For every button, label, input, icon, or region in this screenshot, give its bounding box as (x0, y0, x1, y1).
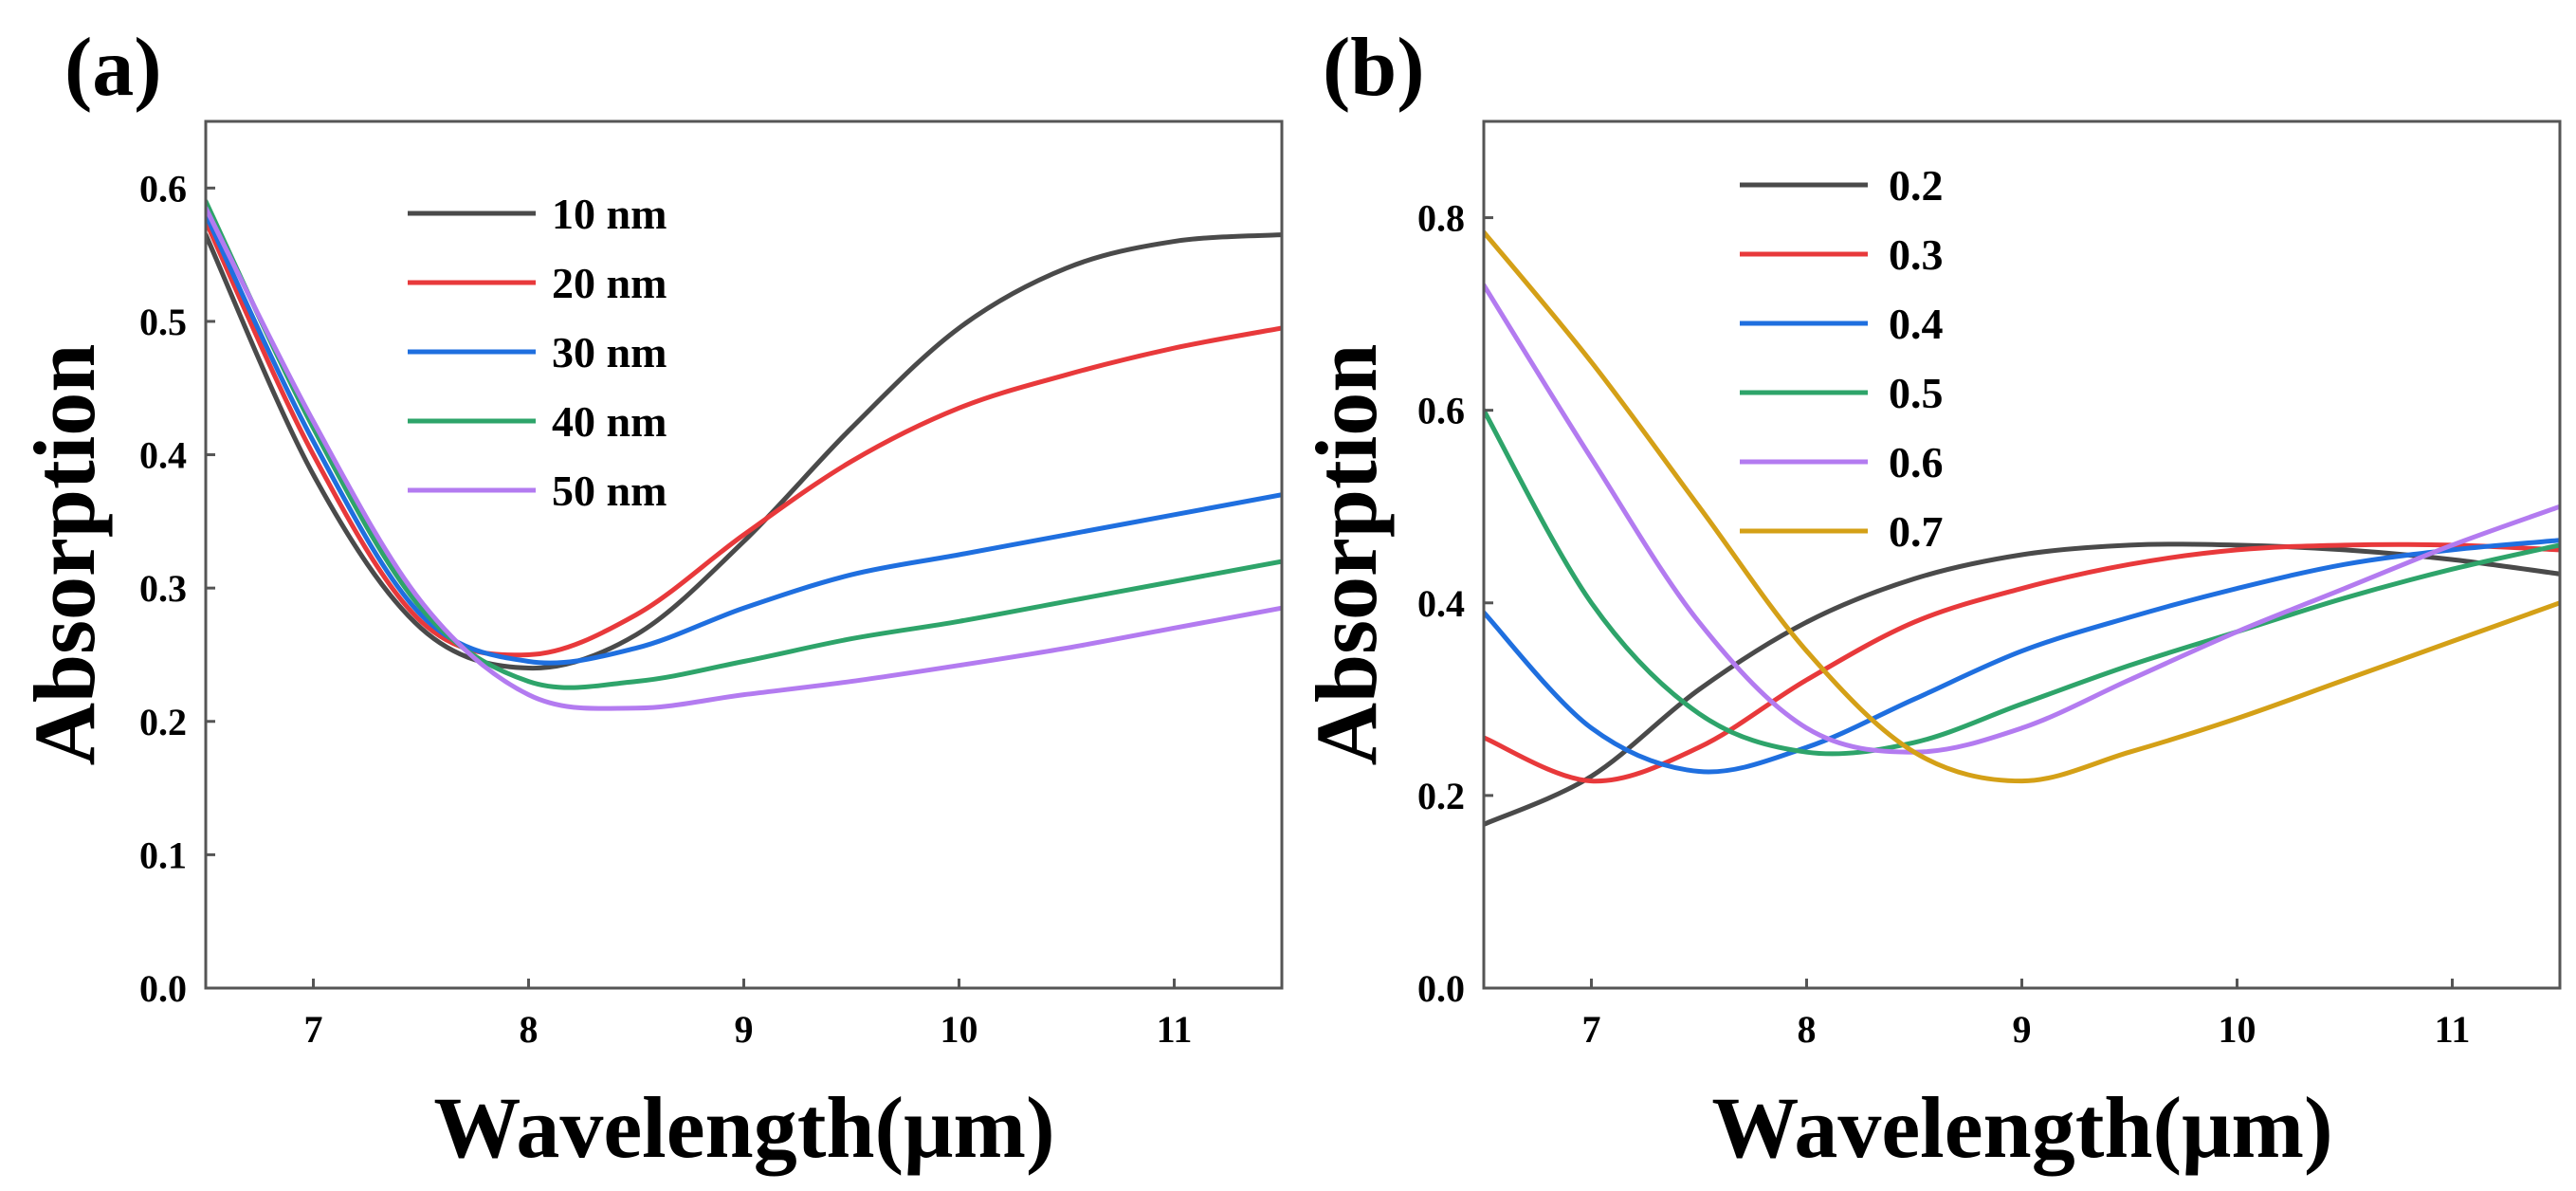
y-axis-title: Absorption (1298, 344, 1395, 766)
y-tick-label: 0.4 (1417, 582, 1465, 625)
x-tick-label: 10 (2219, 1008, 2256, 1051)
y-tick-label: 0.3 (139, 567, 187, 610)
x-tick-label: 11 (1157, 1008, 1193, 1051)
legend-label: 30 nm (552, 328, 667, 376)
y-tick-label: 0.1 (139, 834, 187, 876)
panel-label: (a) (64, 22, 162, 114)
series-line-0.2 (1484, 541, 2560, 827)
x-tick-label: 7 (304, 1008, 323, 1051)
y-tick-label: 0.2 (139, 701, 187, 743)
y-tick-label: 0.8 (1417, 197, 1465, 240)
x-tick-label: 8 (520, 1008, 539, 1051)
y-tick-label: 0.0 (139, 967, 187, 1010)
chart-panel-1: (b) 7 8 9 10 11 0.0 0.2 0.4 0.6 0.8 Wavelength(μm) A… (1298, 22, 2562, 1176)
legend-label: 0.7 (1889, 507, 1944, 556)
x-axis-title: Wavelength(μm) (433, 1079, 1054, 1176)
y-tick-label: 0.5 (139, 301, 187, 343)
x-tick-label: 7 (1582, 1008, 1601, 1051)
y-tick-label: 0.6 (139, 167, 187, 210)
y-tick-label: 0.2 (1417, 775, 1465, 817)
series-line-0.4 (1484, 538, 2560, 775)
series-line-50-nm (206, 205, 1282, 711)
x-axis-title: Wavelength(μm) (1711, 1079, 2332, 1176)
legend-label: 40 nm (552, 397, 667, 446)
legend-label: 0.2 (1889, 161, 1944, 210)
legend-label: 50 nm (552, 467, 667, 515)
legend-label: 0.5 (1889, 369, 1944, 417)
legend-label: 0.6 (1889, 438, 1944, 486)
x-tick-label: 9 (2013, 1008, 2032, 1051)
y-tick-label: 0.4 (139, 434, 187, 477)
y-axis-title: Absorption (16, 344, 113, 766)
series-line-0.6 (1484, 283, 2560, 755)
series-line-0.5 (1484, 408, 2560, 757)
legend-label: 0.3 (1889, 230, 1944, 279)
x-tick-label: 8 (1798, 1008, 1817, 1051)
y-tick-label: 0.0 (1417, 967, 1465, 1010)
panel-label: (b) (1323, 22, 1425, 114)
legend-label: 0.4 (1889, 300, 1944, 348)
series-line-20-nm (206, 218, 1282, 658)
legend: 10 nm 20 nm 30 nm 40 nm 50 nm (408, 190, 667, 515)
series-line-0.3 (1484, 541, 2560, 784)
x-tick-label: 11 (2435, 1008, 2471, 1051)
series-line-10-nm (206, 232, 1282, 671)
legend: 0.2 0.3 0.4 0.5 0.6 0.7 (1740, 161, 1944, 556)
series-line-30-nm (206, 211, 1282, 666)
chart-panel-0: (a) 7 8 9 10 11 0.0 0.1 0.2 0.3 0.4 0.5 0.6 Wavelengt… (16, 22, 1284, 1176)
series-line-40-nm (206, 198, 1282, 690)
legend-label: 10 nm (552, 190, 667, 238)
x-tick-label: 9 (735, 1008, 754, 1051)
x-tick-label: 10 (941, 1008, 978, 1051)
legend-label: 20 nm (552, 259, 667, 307)
series-line-0.7 (1484, 229, 2560, 784)
y-tick-label: 0.6 (1417, 390, 1465, 432)
